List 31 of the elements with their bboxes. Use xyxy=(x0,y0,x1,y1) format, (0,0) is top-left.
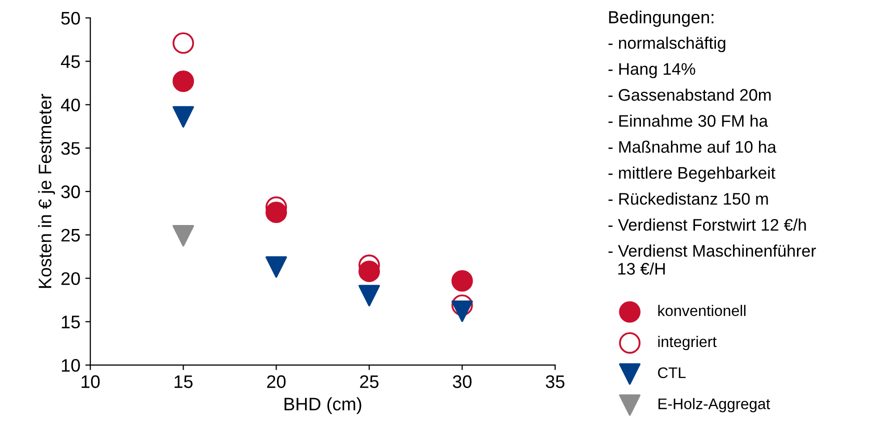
x-axis-title: BHD (cm) xyxy=(284,397,362,414)
legend-label: CTL xyxy=(658,367,686,378)
y-tick-label: 40 xyxy=(60,98,80,112)
text: - Hang 14% xyxy=(608,63,696,78)
x-tick-label: 20 xyxy=(267,375,286,388)
text: - Verdienst Maschinenführer 13 €/H xyxy=(608,244,816,275)
x-tick-label: 25 xyxy=(360,375,379,388)
text: - Gassenabstand 20m xyxy=(608,88,771,101)
text: - mittlere Begehbarkeit xyxy=(608,166,776,182)
text: - Maßnahme auf 10 ha xyxy=(608,140,776,153)
text: - Verdienst Forstwirt 12 €/h xyxy=(608,218,806,231)
y-tick-label: 50 xyxy=(61,12,80,25)
x-tick-label: 10 xyxy=(82,375,100,388)
x-tick-label: 15 xyxy=(174,375,193,388)
legend-label: konventionell xyxy=(658,304,746,316)
y-tick-label: 25 xyxy=(61,228,80,242)
legend-label: integriert xyxy=(658,336,717,350)
text: - Einnahme 30 FM ha xyxy=(608,114,768,127)
y-tick-label: 15 xyxy=(62,316,80,328)
y-tick-label: 35 xyxy=(61,142,80,155)
text: - Rückedistanz 150 m xyxy=(608,192,768,205)
text: Bedingungen: xyxy=(609,10,714,27)
y-tick-label: 30 xyxy=(61,185,80,198)
text: - normalschäftig xyxy=(608,36,726,52)
legend-label: E-Holz-Aggregat xyxy=(658,398,770,412)
y-tick-label: 10 xyxy=(62,359,80,372)
x-tick-label: 35 xyxy=(546,375,564,388)
x-tick-label: 30 xyxy=(452,375,472,388)
y-axis-title: Kosten in € je Festmeter xyxy=(38,94,55,288)
y-tick-label: 20 xyxy=(61,272,80,286)
y-tick-label: 45 xyxy=(60,55,80,68)
